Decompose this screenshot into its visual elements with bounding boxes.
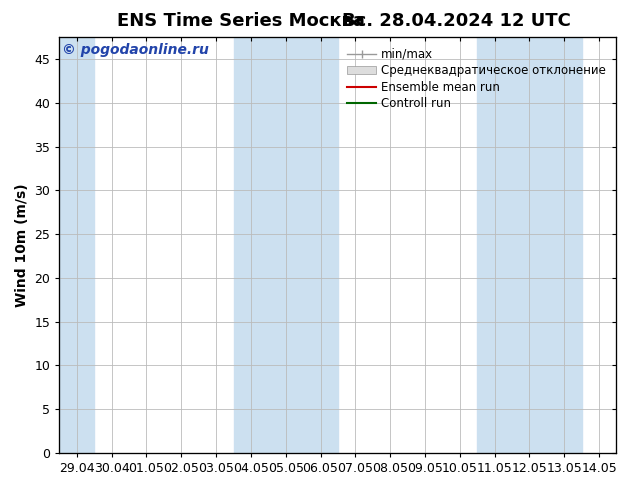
Bar [233,37,338,453]
Text: ENS Time Series Москва: ENS Time Series Москва [117,12,365,30]
Legend: min/max, Среднеквадратическое отклонение, Ensemble mean run, Controll run: min/max, Среднеквадратическое отклонение… [342,43,611,115]
Y-axis label: Wind 10m (m/s): Wind 10m (m/s) [15,183,29,307]
Text: © pogodaonline.ru: © pogodaonline.ru [62,43,209,57]
Bar [60,37,94,453]
Text: Вс. 28.04.2024 12 UTC: Вс. 28.04.2024 12 UTC [342,12,571,30]
Bar [477,37,581,453]
